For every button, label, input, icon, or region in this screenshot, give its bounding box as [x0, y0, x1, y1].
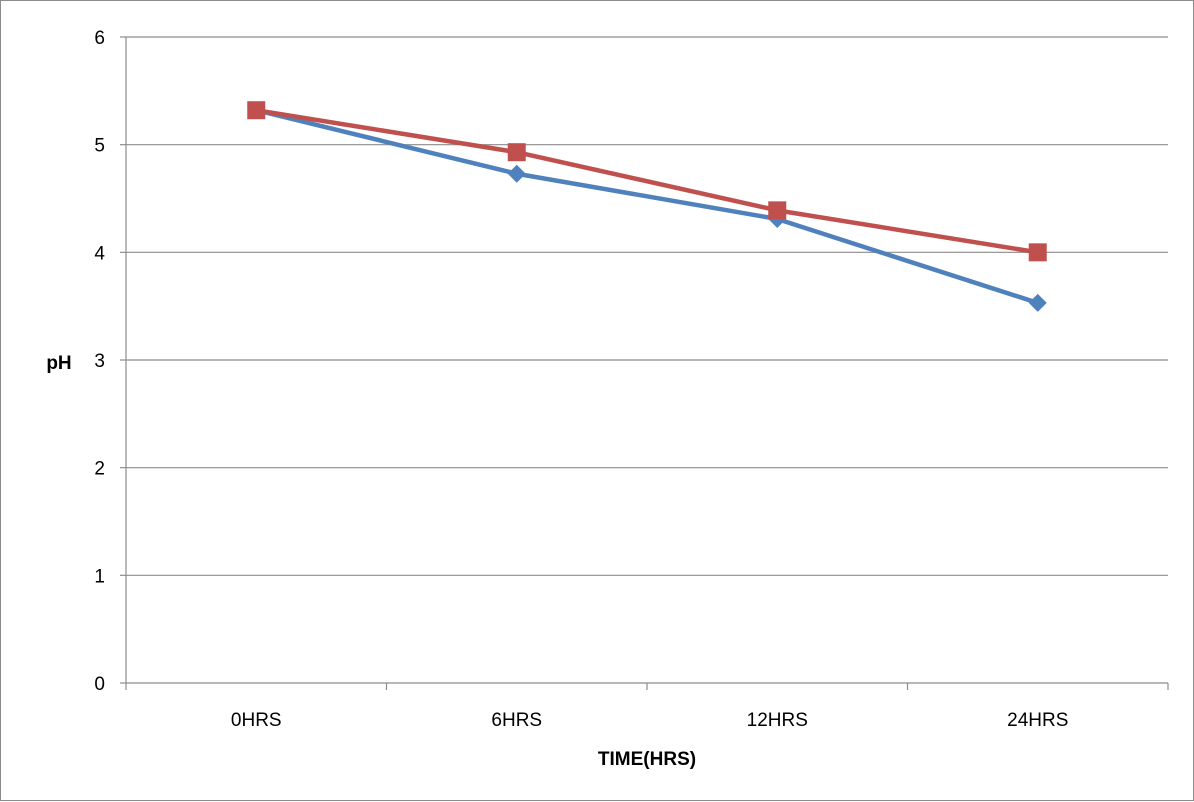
series-2-point	[507, 143, 526, 162]
y-tick-label: 2	[94, 459, 105, 480]
series-2-point	[247, 101, 266, 120]
y-tick-label: 4	[94, 243, 105, 264]
x-tick-label: 24HRS	[1007, 710, 1068, 731]
series-2-line	[254, 107, 1040, 255]
series-2-point	[1028, 243, 1047, 262]
y-tick-label: 3	[94, 351, 105, 372]
x-tick-label: 0HRS	[231, 710, 282, 731]
series-1	[247, 101, 1047, 312]
gridlines	[126, 36, 1168, 576]
y-tick-label: 1	[94, 566, 105, 587]
y-tick-label: 0	[94, 674, 105, 695]
axes	[120, 36, 1169, 690]
series-2	[247, 101, 1047, 262]
series-1-point	[507, 164, 526, 183]
y-tick-label: 6	[94, 28, 105, 49]
y-tick-label: 5	[94, 136, 105, 157]
series-lines	[247, 101, 1047, 312]
x-tick-labels: 0HRS 6HRS 12HRS 24HRS	[231, 710, 1068, 731]
x-axis-title: TIME(HRS)	[598, 749, 696, 770]
y-tick-labels: 0 1 2 3 4 5 6	[94, 28, 105, 695]
series-2-point	[768, 201, 787, 220]
x-tick-label: 12HRS	[747, 710, 808, 731]
y-axis-title: pH	[46, 353, 71, 374]
x-tick-label: 6HRS	[491, 710, 542, 731]
series-1-point	[1028, 293, 1047, 312]
series-1-line	[254, 107, 1040, 306]
